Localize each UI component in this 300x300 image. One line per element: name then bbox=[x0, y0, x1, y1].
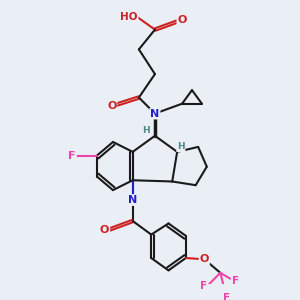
Text: H: H bbox=[142, 126, 150, 135]
Text: HO: HO bbox=[120, 12, 138, 22]
Text: F: F bbox=[68, 151, 76, 160]
Text: N: N bbox=[128, 195, 137, 205]
Text: F: F bbox=[223, 292, 230, 300]
Text: O: O bbox=[177, 15, 187, 25]
Text: F: F bbox=[232, 277, 239, 286]
Text: O: O bbox=[107, 101, 116, 111]
Text: O: O bbox=[200, 254, 209, 264]
Text: N: N bbox=[150, 109, 160, 118]
Text: F: F bbox=[200, 281, 207, 291]
Text: H: H bbox=[177, 142, 185, 152]
Text: O: O bbox=[100, 225, 109, 235]
